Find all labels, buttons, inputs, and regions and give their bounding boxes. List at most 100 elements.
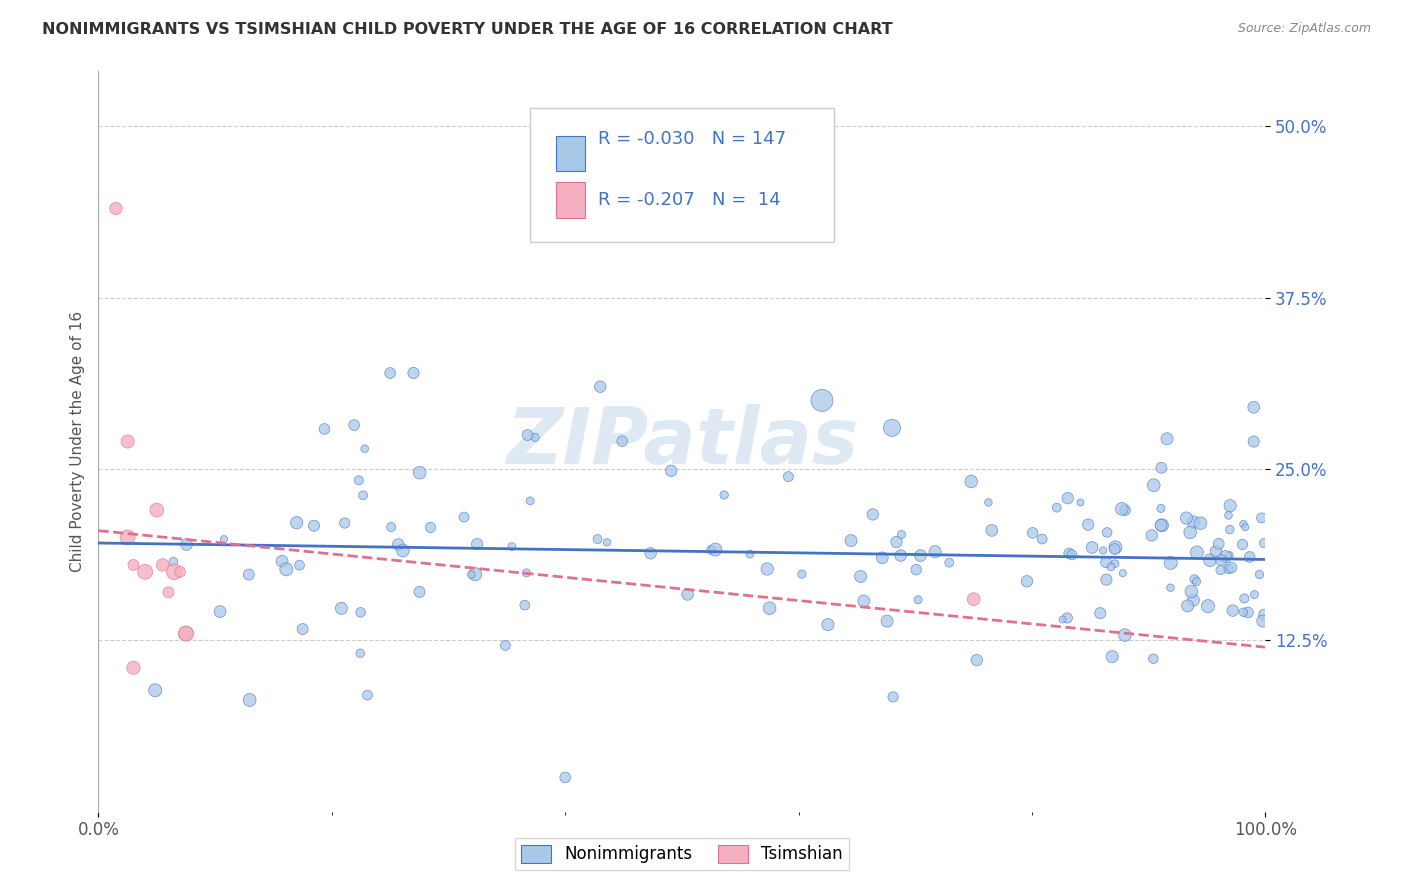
Point	[1090, 606, 1112, 620]
Point	[852, 594, 875, 608]
Point	[1150, 501, 1173, 516]
Point	[1060, 548, 1083, 562]
Point	[333, 516, 356, 530]
Point	[117, 434, 139, 449]
Point	[519, 494, 541, 508]
Point	[880, 421, 903, 435]
Point	[1185, 545, 1208, 559]
Point	[1111, 501, 1133, 516]
Point	[291, 622, 314, 636]
Point	[1057, 546, 1080, 560]
Point	[1031, 532, 1053, 546]
Point	[905, 563, 928, 577]
Point	[1160, 556, 1182, 570]
Point	[1104, 541, 1126, 555]
Point	[349, 606, 371, 620]
Point	[589, 380, 612, 394]
Point	[1209, 563, 1232, 577]
Point	[778, 469, 800, 483]
Point	[907, 592, 929, 607]
Point	[143, 683, 166, 698]
Point	[347, 473, 370, 487]
Point	[1232, 537, 1254, 551]
Point	[1112, 566, 1135, 581]
Point	[104, 202, 127, 216]
Point	[174, 626, 197, 640]
Point	[1215, 549, 1237, 564]
Point	[882, 690, 904, 704]
Point	[980, 524, 1002, 538]
Point	[554, 771, 576, 785]
Point	[872, 550, 894, 565]
Point	[886, 535, 908, 549]
Point	[758, 601, 780, 615]
Point	[1092, 543, 1115, 558]
Point	[1104, 541, 1126, 556]
Point	[817, 617, 839, 632]
Text: R = -0.030   N = 147: R = -0.030 N = 147	[598, 130, 786, 148]
Point	[169, 565, 191, 579]
Point	[1180, 525, 1202, 540]
Point	[352, 488, 374, 502]
Point	[960, 475, 983, 489]
Point	[596, 535, 619, 549]
Point	[146, 503, 169, 517]
Point	[1180, 584, 1202, 599]
Point	[1205, 544, 1227, 558]
Point	[1218, 562, 1240, 576]
Point	[1095, 555, 1118, 569]
Point	[1046, 500, 1069, 515]
Point	[1218, 508, 1240, 523]
Point	[356, 688, 378, 702]
Point	[330, 601, 353, 615]
Point	[924, 545, 946, 559]
Point	[419, 520, 441, 534]
Point	[738, 547, 761, 561]
Point	[285, 516, 308, 530]
Point	[1234, 520, 1257, 534]
Point	[174, 626, 197, 640]
Point	[163, 565, 186, 579]
Point	[134, 565, 156, 579]
Point	[238, 567, 260, 582]
Point	[1219, 548, 1241, 562]
Text: ZIPatlas: ZIPatlas	[506, 403, 858, 480]
Point	[1232, 517, 1254, 532]
Point	[876, 614, 898, 628]
Point	[910, 549, 932, 563]
Point	[122, 558, 145, 572]
Point	[713, 488, 735, 502]
Point	[1143, 478, 1166, 492]
Point	[353, 442, 375, 456]
Point	[1140, 528, 1163, 542]
Point	[659, 464, 682, 478]
Text: NONIMMIGRANTS VS TSIMSHIAN CHILD POVERTY UNDER THE AGE OF 16 CORRELATION CHART: NONIMMIGRANTS VS TSIMSHIAN CHILD POVERTY…	[42, 22, 893, 37]
Point	[1142, 651, 1164, 665]
FancyBboxPatch shape	[555, 136, 585, 171]
Point	[515, 566, 537, 580]
Point	[862, 508, 884, 522]
Point	[790, 567, 813, 582]
Point	[640, 546, 662, 560]
Point	[704, 542, 727, 557]
Point	[962, 592, 984, 607]
Point	[1219, 499, 1241, 513]
Point	[387, 537, 409, 551]
Point	[1114, 628, 1136, 642]
Point	[157, 585, 180, 599]
Point	[977, 495, 1000, 509]
Point	[464, 567, 486, 582]
Point	[890, 549, 912, 563]
Point	[612, 434, 634, 449]
Point	[465, 537, 488, 551]
Point	[408, 466, 430, 480]
Point	[1021, 525, 1043, 540]
Point	[460, 567, 482, 582]
Point	[1251, 614, 1274, 628]
Point	[1253, 536, 1275, 550]
Point	[516, 428, 538, 442]
Y-axis label: Child Poverty Under the Age of 16: Child Poverty Under the Age of 16	[69, 311, 84, 572]
Point	[152, 558, 174, 572]
Point	[302, 518, 325, 533]
Point	[1101, 649, 1123, 664]
